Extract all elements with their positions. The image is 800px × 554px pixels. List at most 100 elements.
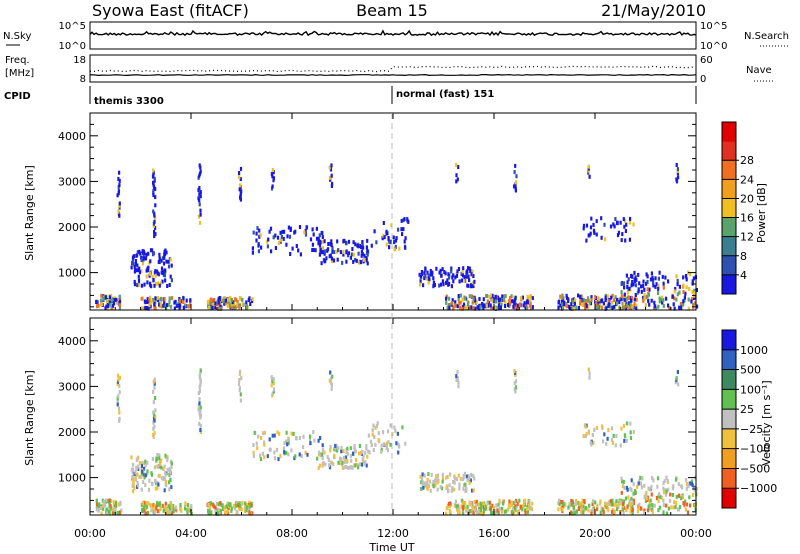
range-gate-cell (685, 274, 688, 278)
range-gate-cell (454, 499, 457, 504)
range-gate-cell (479, 507, 483, 512)
range-gate-cell (328, 254, 331, 259)
range-gate-cell (276, 430, 279, 435)
range-gate-cell (452, 279, 455, 284)
range-gate-cell (142, 480, 145, 485)
range-gate-cell (333, 447, 336, 452)
range-gate-cell (688, 287, 691, 291)
range-gate-cell (578, 501, 581, 506)
range-gate-cell (682, 283, 685, 288)
range-gate-cell (506, 507, 510, 512)
noise-panel-frame (89, 21, 697, 50)
range-gate-cell (622, 511, 625, 516)
range-gate-cell (508, 299, 511, 304)
range-gate-cell (439, 485, 442, 489)
range-gate-cell (452, 480, 455, 484)
range-gate-cell (153, 424, 156, 429)
range-gate-cell (370, 443, 373, 447)
range-gate-cell (149, 281, 152, 286)
range-gate-cell (309, 434, 312, 439)
range-gate-cell (626, 303, 629, 308)
range-gate-cell (360, 245, 363, 249)
range-gate-cell (448, 509, 451, 514)
range-gate-cell (671, 294, 674, 299)
range-gate-cell (142, 505, 146, 510)
range-gate-cell (454, 275, 457, 280)
range-gate-cell (248, 298, 251, 302)
range-gate-cell (270, 172, 273, 177)
range-gate-cell (638, 281, 641, 286)
range-gate-cell (216, 507, 219, 512)
freq-left-tick-top: 18 (73, 55, 86, 66)
range-gate-cell (340, 445, 343, 450)
range-gate-cell (239, 166, 243, 171)
range-gate-cell (136, 250, 139, 255)
colorbar-segment (722, 160, 736, 180)
range-gate-cell (366, 261, 369, 266)
range-gate-cell (198, 220, 202, 225)
range-gate-cell (504, 304, 507, 308)
range-gate-cell (357, 243, 360, 248)
power-scatter-points (95, 163, 699, 311)
range-gate-cell (663, 479, 666, 484)
range-gate-cell (162, 508, 165, 513)
range-gate-cell (168, 467, 171, 472)
range-gate-cell (644, 303, 647, 307)
range-gate-cell (162, 475, 165, 480)
range-gate-cell (136, 472, 139, 477)
range-gate-cell (663, 490, 666, 495)
range-gate-cell (591, 508, 595, 513)
range-gate-cell (153, 385, 156, 390)
range-gate-cell (251, 250, 254, 255)
range-gate-cell (513, 184, 516, 189)
range-gate-cell (558, 299, 561, 304)
colorbar-tick-label: 28 (740, 154, 754, 167)
range-gate-cell (486, 294, 489, 298)
station-title: Syowa East (fitACF) (92, 1, 249, 20)
range-gate-cell (179, 503, 182, 507)
range-gate-cell (482, 306, 485, 310)
range-gate-cell (512, 510, 516, 515)
range-gate-cell (154, 203, 157, 208)
range-gate-cell (306, 452, 309, 457)
range-gate-cell (614, 443, 617, 448)
range-gate-cell (157, 260, 160, 264)
range-gate-cell (472, 473, 475, 478)
range-gate-cell (161, 256, 164, 261)
range-gate-cell (153, 176, 156, 181)
x-tick-label: 00:00 (680, 527, 712, 540)
range-gate-cell (131, 467, 135, 472)
range-gate-cell (595, 232, 598, 237)
range-gate-cell (579, 299, 582, 304)
range-gate-cell (510, 500, 513, 505)
range-gate-cell (198, 384, 201, 389)
range-gate-cell (567, 299, 570, 304)
range-gate-cell (429, 488, 432, 493)
range-gate-cell (369, 439, 373, 444)
range-gate-cell (622, 502, 625, 506)
range-gate-cell (146, 460, 149, 465)
range-gate-cell (634, 293, 637, 297)
range-gate-cell (594, 500, 597, 505)
range-gate-cell (111, 511, 114, 516)
colorbar-tick-label: −1000 (740, 482, 777, 495)
range-gate-cell (120, 508, 123, 513)
range-gate-cell (643, 483, 646, 488)
range-gate-cell (690, 299, 693, 304)
range-gate-cell (651, 475, 654, 480)
range-gate-cell (164, 304, 167, 309)
range-gate-cell (302, 434, 305, 439)
range-gate-cell (145, 504, 149, 509)
range-gate-cell (513, 170, 516, 175)
range-gate-cell (255, 441, 258, 446)
range-gate-cell (675, 163, 678, 167)
range-gate-cell (427, 472, 430, 477)
range-gate-cell (634, 275, 637, 280)
range-gate-cell (170, 461, 173, 466)
range-gate-cell (112, 301, 116, 306)
range-gate-cell (109, 504, 112, 509)
range-gate-cell (219, 501, 222, 505)
range-gate-cell (145, 252, 148, 257)
x-tick-label: 08:00 (276, 527, 308, 540)
range-gate-cell (590, 295, 593, 300)
